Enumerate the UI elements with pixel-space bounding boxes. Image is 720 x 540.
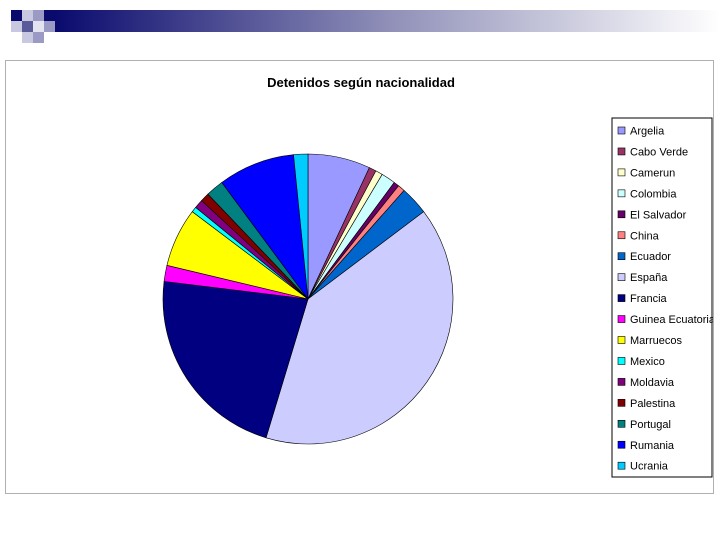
legend-swatch: [617, 168, 626, 177]
legend-swatch: [617, 378, 626, 386]
legend-label: China: [630, 230, 660, 242]
pie-slice-francia: [162, 281, 309, 439]
legend-swatch: [617, 147, 626, 156]
header-gradient-bar: [55, 10, 720, 32]
header-square: [11, 21, 22, 32]
pie-slices: [162, 153, 454, 445]
legend-swatch: [617, 294, 626, 302]
header-square: [11, 10, 22, 21]
legend-label: Colombia: [630, 188, 677, 200]
chart-title: Detenidos según nacionalidad: [267, 75, 455, 90]
legend-label: El Salvador: [630, 209, 687, 221]
legend-swatch: [617, 461, 626, 470]
legend-label: Camerun: [630, 167, 675, 179]
legend-swatch: [617, 210, 626, 219]
chart-area: Detenidos según nacionalidad Argelia Cabo…: [5, 60, 714, 494]
legend-label: Mexico: [630, 356, 665, 368]
header-square: [44, 10, 55, 21]
legend-label: Rumania: [630, 440, 675, 452]
slide-header-decoration: [11, 10, 720, 43]
legend-swatch: [617, 252, 626, 260]
legend-label: Cabo Verde: [630, 146, 688, 158]
legend-swatch: [617, 336, 626, 344]
legend-swatch: [617, 315, 626, 323]
legend-swatch: [617, 231, 626, 240]
legend: Argelia Cabo Verde Camerun Colombia El Salva…: [617, 126, 713, 473]
legend-label: Moldavia: [630, 377, 675, 389]
legend-swatch: [617, 273, 626, 281]
header-square: [22, 21, 33, 32]
legend-label: Ucrania: [630, 461, 669, 473]
header-square: [22, 10, 33, 21]
pie-chart: Detenidos según nacionalidad Argelia Cabo…: [162, 75, 713, 478]
legend-label: España: [630, 272, 668, 284]
pie-slice-españa: [265, 211, 454, 445]
legend-label: Portugal: [630, 419, 671, 431]
legend-swatch: [617, 126, 626, 135]
legend-label: Palestina: [630, 398, 676, 410]
header-square: [44, 21, 55, 32]
legend-swatch: [617, 440, 626, 449]
legend-swatch: [617, 189, 626, 198]
legend-swatch: [617, 399, 626, 407]
legend-box: [611, 117, 713, 478]
header-square: [33, 32, 44, 43]
header-square: [33, 10, 44, 21]
legend-label: Argelia: [630, 126, 665, 138]
legend-label: Guinea Ecuatorial: [630, 314, 713, 326]
legend-swatch: [617, 357, 626, 365]
legend-label: Francia: [630, 293, 668, 305]
header-square: [33, 21, 44, 32]
legend-label: Ecuador: [630, 251, 671, 263]
header-square: [22, 32, 33, 43]
legend-label: Marruecos: [630, 335, 682, 347]
pie-slice-ucrania: [293, 153, 309, 300]
legend-swatch: [617, 419, 626, 428]
